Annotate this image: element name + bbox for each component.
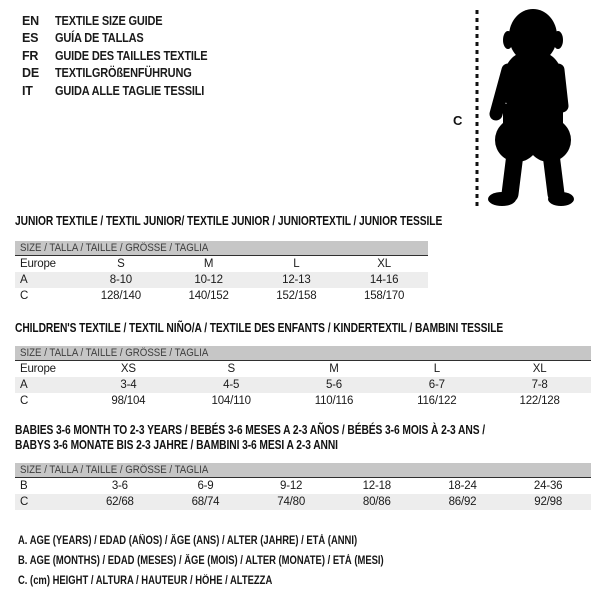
size-cell: 8-10 [109, 274, 132, 286]
size-cell: 122/128 [519, 395, 560, 407]
size-cell: 24-36 [533, 480, 563, 492]
language-code: DE [22, 66, 39, 81]
language-code: ES [22, 31, 39, 46]
language-title: TEXTILGRÖßENFÜHRUNG [55, 66, 192, 81]
size-cell: 12-18 [362, 480, 392, 492]
language-row: ES GUÍA DE TALLAS [22, 30, 228, 48]
size-cell: 6-7 [428, 379, 445, 391]
size-cell: L [293, 258, 300, 270]
row-label: A [20, 379, 28, 391]
row-label: C [20, 496, 29, 508]
babies-heading-line2: BABYS 3-6 MONATE BIS 2-3 JAHRE / BAMBINI… [15, 438, 338, 452]
table-row: A 8-10 10-12 12-13 14-16 [15, 272, 428, 288]
row-label: Europe [20, 363, 56, 375]
size-cell: 7-8 [531, 379, 548, 391]
size-header-label: SIZE / TALLA / TAILLE / GRÖSSE / TAGLIA [20, 347, 209, 359]
size-header-label: SIZE / TALLA / TAILLE / GRÖSSE / TAGLIA [20, 242, 209, 254]
size-cell: XL [532, 363, 547, 375]
size-cell: M [203, 258, 214, 270]
table-row: A 3-4 4-5 5-6 6-7 7-8 [15, 377, 591, 393]
language-row: FR GUIDE DES TAILLES TEXTILE [22, 47, 228, 65]
note-b: B. AGE (MONTHS) / EDAD (MESES) / ÂGE (MO… [18, 555, 384, 567]
note-c: C. (cm) HEIGHT / ALTURA / HAUTEUR / HÖHE… [18, 575, 273, 587]
row-label: B [20, 480, 28, 492]
language-title-list: EN TEXTILE SIZE GUIDE ES GUÍA DE TALLAS … [22, 12, 228, 100]
language-code: IT [22, 83, 33, 98]
size-cell: 152/158 [276, 290, 317, 302]
size-cell: 116/122 [417, 395, 457, 407]
size-cell: 140/152 [188, 290, 229, 302]
row-label: C [20, 290, 29, 302]
junior-size-table: SIZE / TALLA / TAILLE / GRÖSSE / TAGLIA … [15, 241, 428, 304]
children-section-heading: CHILDREN'S TEXTILE / TEXTIL NIÑO/A / TEX… [15, 321, 504, 335]
language-title: TEXTILE SIZE GUIDE [55, 13, 163, 28]
size-cell: 62/68 [105, 496, 134, 508]
size-cell: 110/116 [314, 395, 354, 407]
size-header-bar: SIZE / TALLA / TAILLE / GRÖSSE / TAGLIA [15, 463, 591, 478]
size-cell: 104/110 [211, 395, 252, 407]
size-header-label: SIZE / TALLA / TAILLE / GRÖSSE / TAGLIA [20, 464, 209, 476]
language-row: IT GUIDA ALLE TAGLIE TESSILI [22, 82, 228, 100]
language-row: EN TEXTILE SIZE GUIDE [22, 12, 228, 30]
size-cell: S [117, 258, 125, 270]
size-cell: 92/98 [534, 496, 563, 508]
row-label: C [20, 395, 29, 407]
language-title: GUIDA ALLE TAGLIE TESSILI [55, 83, 205, 98]
babies-size-table: SIZE / TALLA / TAILLE / GRÖSSE / TAGLIA … [15, 463, 591, 510]
language-code: FR [22, 48, 39, 63]
language-code: EN [22, 13, 39, 28]
size-cell: M [329, 363, 339, 375]
language-title: GUIDE DES TAILLES TEXTILE [55, 48, 208, 63]
table-row: C 98/104 104/110 110/116 116/122 122/128 [15, 393, 591, 409]
size-cell: XS [120, 363, 136, 375]
legend-notes: A. AGE (YEARS) / EDAD (AÑOS) / ÂGE (ANS)… [18, 531, 464, 591]
size-cell: 80/86 [362, 496, 391, 508]
children-size-table: SIZE / TALLA / TAILLE / GRÖSSE / TAGLIA … [15, 346, 591, 409]
size-cell: 158/170 [364, 290, 405, 302]
babies-heading-line1: BABIES 3-6 MONTH TO 2-3 YEARS / BEBÉS 3-… [15, 423, 485, 437]
babies-section-heading: BABIES 3-6 MONTH TO 2-3 YEARS / BEBÉS 3-… [15, 423, 485, 453]
baby-silhouette [488, 9, 574, 206]
table-row: C 128/140 140/152 152/158 158/170 [15, 288, 428, 304]
baby-height-figure: C [445, 6, 585, 216]
size-cell: 86/92 [448, 496, 477, 508]
size-header-bar: SIZE / TALLA / TAILLE / GRÖSSE / TAGLIA [15, 346, 591, 361]
junior-section-heading: JUNIOR TEXTILE / TEXTIL JUNIOR/ TEXTILE … [15, 214, 443, 228]
size-cell: XL [377, 258, 391, 270]
size-cell: 3-6 [111, 480, 128, 492]
height-label: C [453, 113, 463, 128]
size-cell: 3-4 [120, 379, 137, 391]
note-a: A. AGE (YEARS) / EDAD (AÑOS) / ÂGE (ANS)… [18, 535, 358, 547]
size-cell: 128/140 [100, 290, 141, 302]
size-cell: 74/80 [277, 496, 306, 508]
size-cell: 98/104 [111, 395, 146, 407]
table-row: Europe XS S M L XL [15, 361, 591, 377]
size-cell: L [433, 363, 440, 375]
size-cell: 18-24 [448, 480, 477, 492]
language-row: DE TEXTILGRÖßENFÜHRUNG [22, 65, 228, 83]
size-cell: 6-9 [197, 480, 214, 492]
size-cell: 9-12 [280, 480, 303, 492]
table-row: C 62/68 68/74 74/80 80/86 86/92 92/98 [15, 494, 591, 510]
size-cell: 10-12 [194, 274, 223, 286]
table-row: B 3-6 6-9 9-12 12-18 18-24 24-36 [15, 478, 591, 494]
size-cell: 14-16 [369, 274, 399, 286]
table-row: Europe S M L XL [15, 256, 428, 272]
row-label: Europe [20, 258, 56, 270]
size-cell: S [227, 363, 235, 375]
language-title: GUÍA DE TALLAS [55, 31, 144, 46]
row-label: A [20, 274, 28, 286]
size-cell: 5-6 [325, 379, 342, 391]
size-cell: 68/74 [191, 496, 220, 508]
size-header-bar: SIZE / TALLA / TAILLE / GRÖSSE / TAGLIA [15, 241, 428, 256]
size-cell: 12-13 [282, 274, 311, 286]
size-cell: 4-5 [223, 379, 240, 391]
